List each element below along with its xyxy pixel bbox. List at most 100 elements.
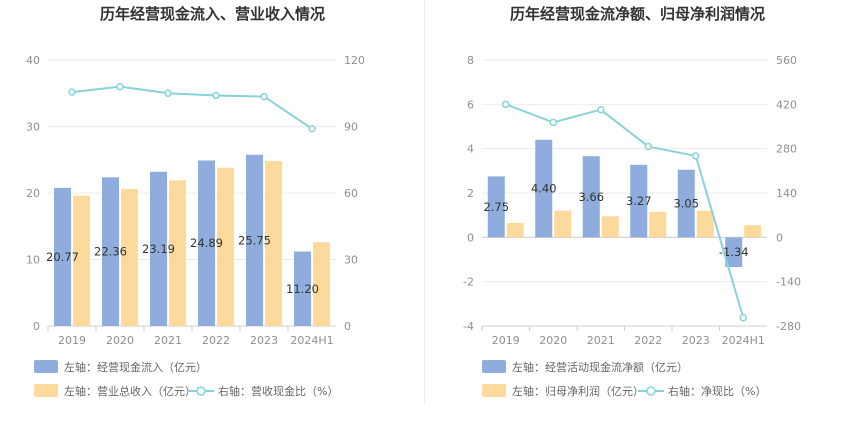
right-right-tick-label: 0 [776,231,783,244]
right-right-tick-label: 140 [776,187,797,200]
left-x-tick-label: 2020 [106,334,134,347]
left-bar-data-label: 23.19 [142,242,175,256]
right-bar-data-label: 3.05 [673,197,699,211]
left-bar-series1 [150,171,167,326]
left-x-tick-label: 2021 [154,334,182,347]
left-right-tick-label: 60 [344,187,358,200]
right-bar-series2 [554,210,572,238]
right-x-tick-label: 2020 [539,334,567,347]
right-bar-series1 [630,164,648,238]
left-bar-series1 [246,154,263,326]
right-right-tick-label: -280 [776,320,801,333]
left-right-tick-label: 0 [344,320,351,333]
right-line-point [502,100,510,109]
left-bar-series2 [265,161,282,326]
left-legend-swatch-series1 [34,360,58,373]
left-right-tick-label: 30 [344,254,358,267]
right-x-tick-label: 2019 [492,334,520,347]
right-line-point [692,152,700,160]
right-x-tick-label: 2021 [587,334,615,347]
right-line-series [505,103,745,319]
left-legend-swatch-series2 [34,384,58,397]
right-right-tick-label: 280 [776,143,797,156]
right-line-point [549,118,557,127]
left-x-tick-label: 2022 [202,334,230,347]
left-bar-series2 [73,195,90,326]
right-x-tick-label: 2024H1 [722,334,765,347]
right-bar-series2 [744,225,762,238]
right-bar-series2 [506,222,524,238]
left-legend-label-series1: 左轴：经营现金流入（亿元） [64,360,207,374]
left-x-tick-label: 2019 [58,334,86,347]
left-bar-series1 [54,187,71,326]
left-x-tick-label: 2023 [250,334,278,347]
right-left-tick-label: 2 [467,187,474,200]
left-line-series [71,85,313,130]
left-bar-series2 [121,189,138,326]
right-x-tick-label: 2022 [634,334,662,347]
right-left-tick-label: 6 [467,98,474,111]
left-legend-swatch-line-marker [196,386,206,396]
right-line-point [597,105,605,114]
left-bar-series2 [169,180,186,326]
left-line-point [308,124,316,133]
left-bar-data-label: 25.75 [238,233,271,247]
right-bar-data-label: 3.27 [626,194,652,208]
left-x-tick-label: 2024H1 [290,334,333,347]
left-bar-data-label: 11.20 [286,282,319,296]
right-left-tick-label: -4 [463,320,474,333]
right-legend-label-series2: 左轴：归母净利润（亿元） [512,384,644,398]
left-line-point [260,92,268,101]
right-bar-data-label: 2.75 [483,200,509,214]
right-legend-swatch-line-marker [646,386,656,396]
left-legend-label-series2: 左轴：营业总收入（亿元） [64,384,196,398]
left-legend-label-line: 右轴：营收现金比（%） [218,384,338,398]
left-bar-series1 [294,251,311,326]
right-line-point [644,142,652,151]
right-right-tick-label: 560 [776,54,797,67]
left-right-tick-label: 90 [344,121,358,134]
right-bar-series1 [487,176,505,238]
left-bar-data-label: 22.36 [94,245,127,259]
left-right-tick-label: 120 [344,54,365,67]
left-line-point [212,91,220,100]
right-bar-series2 [696,210,714,238]
left-bar-series1 [102,177,119,326]
right-legend-swatch-series1 [482,360,506,373]
left-left-tick-label: 10 [26,254,40,267]
right-bar-data-label: -1.34 [719,245,749,259]
right-line-point [739,314,747,322]
right-bar-data-label: 3.66 [578,190,604,204]
right-right-tick-label: -140 [776,276,801,289]
chart-title-left: 历年经营现金流入、营业收入情况 [99,5,325,23]
right-legend-swatch-series2 [482,384,506,397]
chart-title-right: 历年经营现金流净额、归母净利润情况 [509,5,765,23]
right-bar-series2 [649,211,667,238]
right-bar-series1 [535,139,553,238]
left-left-tick-label: 30 [26,121,40,134]
left-bar-series2 [217,167,234,326]
left-bar-data-label: 20.77 [46,250,79,264]
left-line-point [68,88,76,96]
right-left-tick-label: 0 [467,231,474,244]
left-left-tick-label: 40 [26,54,40,67]
right-bar-data-label: 4.40 [531,182,557,196]
panel-divider [424,0,425,405]
right-right-tick-label: 420 [776,98,797,111]
right-bar-series2 [601,216,619,238]
right-left-tick-label: -2 [463,276,474,289]
left-line-point [116,82,124,91]
right-legend-label-series1: 左轴：经营活动现金流净额（亿元） [512,360,688,374]
left-bar-data-label: 24.89 [190,236,223,250]
left-bar-series2 [313,242,330,326]
right-bar-series1 [582,156,600,238]
right-bar-series1 [677,169,695,238]
right-legend-label-line: 右轴：净现比（%） [668,384,766,398]
right-bar-series1 [725,237,743,268]
left-line-point [164,89,172,97]
right-x-tick-label: 2023 [682,334,710,347]
right-left-tick-label: 4 [467,143,474,156]
left-bar-series1 [198,160,215,326]
left-left-tick-label: 0 [33,320,40,333]
